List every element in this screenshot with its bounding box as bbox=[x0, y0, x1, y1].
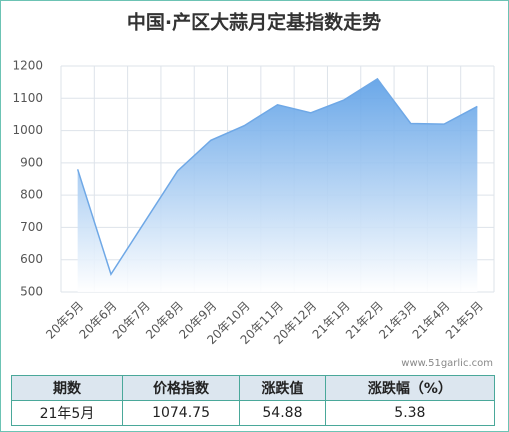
line bbox=[76, 77, 478, 276]
cell: 54.88 bbox=[239, 400, 326, 426]
data-table: 期数 价格指数 涨跌值 涨跌幅（%） 21年5月 1074.75 54.88 5… bbox=[11, 375, 496, 426]
y-tick-label: 500 bbox=[20, 285, 43, 299]
header-cell: 涨跌值 bbox=[239, 375, 326, 401]
y-tick-label: 600 bbox=[20, 252, 43, 266]
y-tick-label: 1000 bbox=[12, 123, 43, 137]
chart: 中国·产区大蒜月定基指数走势 www.51garlic.com 500 600 70… bbox=[12, 11, 495, 369]
cell: 5.38 bbox=[324, 400, 496, 426]
y-tick-label: 1200 bbox=[12, 59, 43, 73]
x-tick-label: 21年5月 bbox=[443, 299, 486, 342]
header-cell: 价格指数 bbox=[121, 375, 241, 401]
y-tick-label: 900 bbox=[20, 155, 43, 169]
chart-title: 中国·产区大蒜月定基指数走势 bbox=[127, 11, 381, 34]
y-tick-label: 1100 bbox=[12, 91, 43, 105]
area bbox=[77, 78, 478, 293]
y-tick-label: 700 bbox=[20, 220, 43, 234]
cell: 21年5月 bbox=[11, 400, 123, 426]
header-cell: 期数 bbox=[11, 375, 123, 401]
header-cell: 涨跌幅（%） bbox=[324, 375, 496, 401]
cell: 1074.75 bbox=[121, 400, 241, 426]
watermark: www.51garlic.com bbox=[401, 358, 493, 369]
y-tick-label: 800 bbox=[20, 188, 43, 202]
